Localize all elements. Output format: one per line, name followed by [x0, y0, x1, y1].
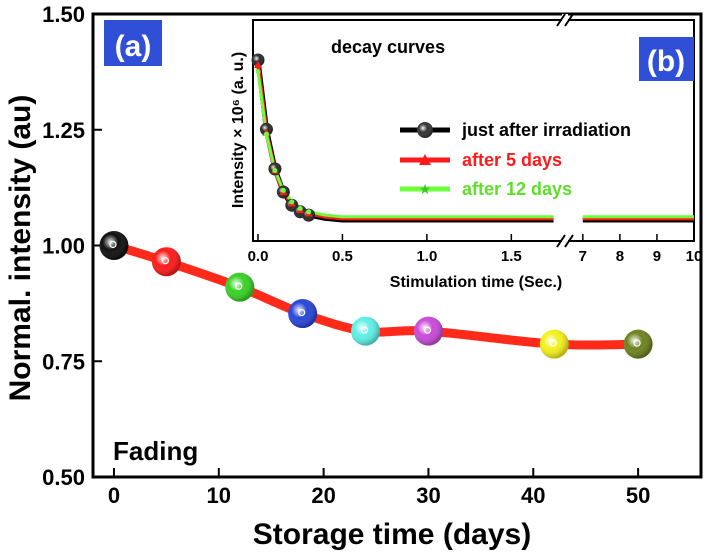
inset-point-series-2: [297, 206, 303, 211]
inset-point-series-1: [254, 60, 262, 68]
legend-entry-1: after 5 days: [400, 150, 562, 170]
inset-x-tick-label: 9: [653, 248, 661, 265]
main-data-point-highlight: [423, 326, 432, 334]
main-y-tick-label: 1.25: [42, 118, 85, 143]
main-x-axis-title: Storage time (days): [253, 518, 531, 551]
main-data-point: [539, 329, 569, 359]
inset-point-series-2: [263, 131, 269, 137]
main-data-point: [413, 316, 443, 346]
inset-x-tick-label: 7: [579, 248, 587, 265]
inset-point-series-2: [255, 69, 261, 75]
main-data-point-shine: [351, 316, 381, 346]
inset-y-axis-title: Intensity × 10⁶ (a. u.): [230, 52, 247, 208]
main-x-tick-label: 20: [311, 483, 335, 508]
main-data-point-shine: [623, 329, 653, 359]
inset-x-tick-label: 10: [686, 248, 703, 265]
inset-plot-frame: [252, 19, 695, 242]
inset-point-series-0: [251, 53, 265, 67]
legend-entry-2: ★ after 12 days: [400, 179, 572, 199]
main-data-point-shine: [151, 247, 181, 277]
main-data-point: [99, 231, 129, 260]
inset-series-markers: [251, 53, 316, 222]
main-data-point-shine: [99, 231, 129, 260]
inset-point-shine: [251, 53, 265, 67]
main-data-point-highlight: [298, 308, 306, 317]
inset-point-series-2: [272, 168, 278, 174]
inset-plot: 0.0 0.5 1.0 1.5 7 8 9 10 decay curves (b) Stimu…: [230, 13, 703, 291]
fading-annotation: Fading: [113, 436, 198, 466]
inset-axis-break-marks: [556, 13, 574, 248]
main-data-point-shine: [539, 329, 569, 359]
inset-x-tick-label: 1.5: [501, 248, 522, 265]
panel-a-label: (a): [115, 30, 152, 63]
main-data-point: [225, 272, 255, 302]
main-data-point-shine: [225, 272, 255, 302]
inset-x-tick-label: 8: [616, 248, 624, 265]
panel-a-label-bg: [104, 20, 162, 66]
legend-marker-0-shine: [417, 122, 433, 138]
inset-x-axis-title: Stimulation time (Sec.): [390, 274, 562, 291]
legend-label-1: after 5 days: [462, 150, 562, 170]
inset-point-series-2: [280, 187, 286, 193]
main-x-tick-label: 50: [626, 483, 650, 508]
main-data-point-highlight: [633, 339, 641, 347]
main-x-axis: 0 10 20 30 40 50: [108, 468, 650, 508]
legend-entry-0: just after irradiation: [400, 120, 631, 140]
main-data-point-highlight: [549, 339, 557, 347]
main-y-axis-title: Normal. intensity (au): [4, 95, 37, 402]
main-data-point-highlight: [109, 240, 117, 249]
main-data-point: [623, 329, 653, 359]
legend-marker-1: [419, 154, 431, 165]
inset-axis-break-gap: [562, 14, 568, 246]
main-y-tick-label: 0.75: [42, 349, 85, 374]
legend-marker-2: ★: [419, 181, 432, 197]
panel-b-label-bg: [639, 37, 694, 81]
main-data-point: [151, 247, 181, 277]
main-y-tick-label: 1.00: [42, 234, 85, 259]
main-y-axis: 0.50 0.75 1.00 1.25 1.50: [42, 2, 102, 490]
main-data-point-shine: [288, 299, 318, 329]
inset-point-series-2: [289, 199, 295, 205]
main-x-tick-label: 10: [207, 483, 231, 508]
main-plot: 0.50 0.75 1.00 1.25 1.50 0 10 20 30 40 50 (a) Fad…: [4, 2, 703, 551]
inset-x-axis: 0.0 0.5 1.0 1.5 7 8 9 10: [248, 234, 703, 265]
inset-point-series-2: [306, 209, 312, 215]
main-x-tick-label: 30: [416, 483, 440, 508]
main-x-tick-label: 0: [108, 483, 120, 508]
main-data-point: [288, 299, 318, 329]
main-data-point-highlight: [360, 326, 369, 334]
main-series-markers: [99, 231, 653, 359]
inset-legend: just after irradiation after 5 days ★ af…: [400, 120, 631, 199]
main-y-tick-label: 1.50: [42, 2, 85, 27]
inset-x-tick-label: 1.0: [416, 248, 437, 265]
main-data-point-shine: [413, 316, 443, 346]
main-x-tick-label: 40: [521, 483, 545, 508]
panel-b-label: (b): [647, 45, 685, 78]
inset-x-tick-label: 0.5: [332, 248, 353, 265]
main-y-tick-label: 0.50: [42, 465, 85, 490]
main-data-point-highlight: [161, 257, 169, 265]
main-data-point-highlight: [235, 282, 243, 290]
inset-title: decay curves: [331, 37, 445, 57]
inset-x-tick-label: 0.0: [248, 248, 269, 265]
main-data-point: [351, 316, 381, 346]
legend-label-2: after 12 days: [462, 179, 572, 199]
legend-label-0: just after irradiation: [461, 120, 631, 140]
